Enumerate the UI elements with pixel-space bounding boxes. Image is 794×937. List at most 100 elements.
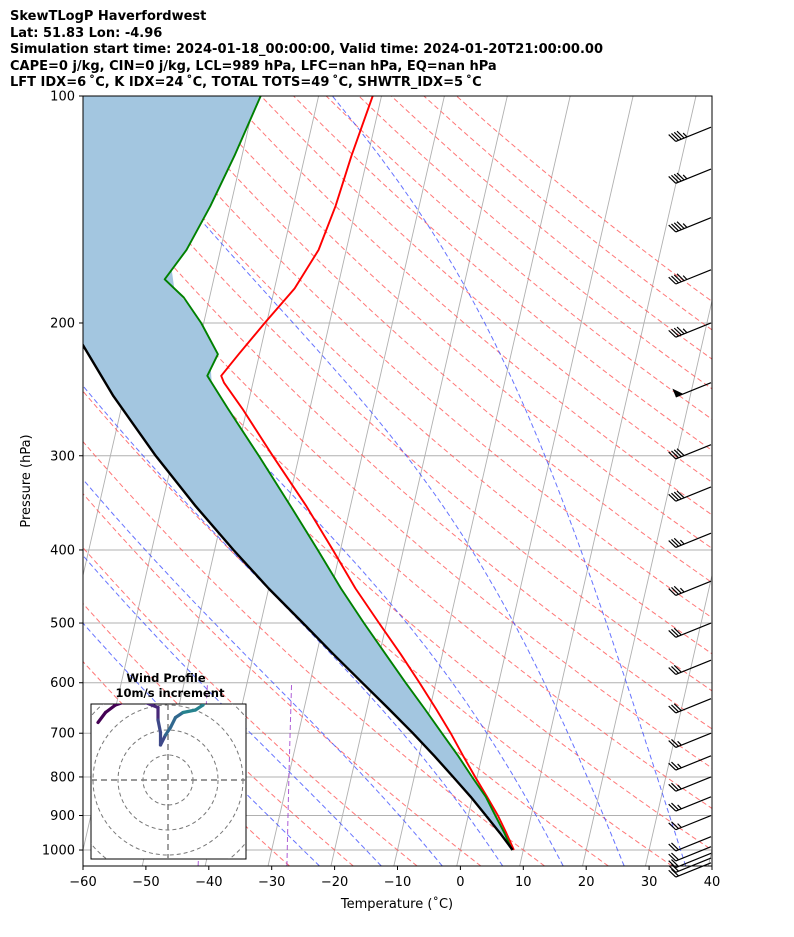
barb-staff	[675, 857, 712, 873]
barb-flag	[671, 275, 679, 284]
moist-adiabat	[98, 96, 625, 866]
barb-flag	[668, 540, 677, 548]
temperature-line	[220, 96, 515, 851]
barb-flag	[676, 130, 685, 139]
y-tick-label: 700	[50, 727, 75, 742]
isotherm-line	[707, 848, 712, 866]
barb-flag	[671, 802, 679, 811]
barb-flag	[671, 665, 679, 674]
simulation-times: Simulation start time: 2024-01-18_00:00:…	[10, 42, 603, 57]
barb-staff	[675, 814, 712, 831]
barb-flag	[668, 705, 677, 714]
barb-flag	[673, 274, 682, 283]
barb-flag	[668, 451, 677, 460]
barb-half-flag	[677, 804, 682, 810]
dry-adiabat	[83, 660, 290, 866]
wind-barb	[668, 532, 712, 548]
wind-profile-inset: Wind Profile 10m/s increment	[90, 671, 247, 860]
barb-half-flag	[679, 539, 685, 545]
barb-flag	[668, 783, 677, 792]
station-location: Lat: 51.83 Lon: -4.96	[10, 25, 163, 41]
isotherm-line	[582, 298, 712, 866]
hodograph-segment	[103, 704, 118, 715]
wind-barbs	[668, 126, 712, 878]
isotherm-line	[330, 96, 508, 866]
barb-half-flag	[682, 132, 688, 138]
wind-barb	[668, 862, 712, 878]
barb-flag	[673, 627, 682, 636]
hodograph-segment	[96, 710, 108, 725]
barb-staff	[675, 217, 712, 233]
isotherm-line	[456, 96, 634, 866]
barb-staff	[675, 755, 712, 771]
barb-staff	[675, 269, 712, 285]
dry-adiabat	[83, 117, 712, 692]
hodograph-segment	[158, 733, 168, 747]
wind-barb	[668, 622, 712, 638]
wind-barb	[668, 217, 712, 233]
moist-adiabat	[83, 385, 504, 866]
barb-flag	[671, 842, 679, 851]
isotherm-line	[645, 573, 712, 866]
barb-flag	[673, 585, 682, 594]
wind-barb	[668, 126, 712, 143]
y-tick-label: 400	[50, 543, 75, 558]
barb-staff	[675, 732, 712, 749]
barb-staff	[675, 776, 712, 792]
barb-staff	[675, 659, 712, 675]
barb-staff	[675, 862, 712, 878]
hodograph-segment	[181, 708, 198, 715]
barb-pennant	[672, 388, 684, 397]
barb-staff	[675, 846, 712, 862]
hodograph-segment	[113, 704, 124, 707]
dry-adiabat	[162, 96, 712, 584]
barb-flag	[668, 224, 677, 233]
y-tick-label: 900	[50, 809, 75, 824]
barb-staff	[675, 126, 712, 143]
isotherm-line	[519, 96, 697, 866]
barb-half-flag	[677, 740, 682, 746]
dewpoint-line	[163, 96, 513, 851]
barb-flag	[668, 493, 677, 502]
isotherm-line	[0, 96, 4, 866]
barb-half-flag	[682, 328, 688, 334]
barb-flag	[671, 223, 679, 232]
barb-flag	[668, 762, 677, 771]
barb-flag	[668, 329, 677, 338]
x-tick-label: −40	[195, 875, 222, 890]
dry-adiabat	[195, 96, 712, 549]
wind-barb	[668, 580, 712, 596]
dry-adiabat	[358, 96, 712, 390]
x-tick-label: 20	[578, 875, 595, 890]
mixing-ratio-line	[286, 682, 293, 866]
wind-barb	[668, 814, 712, 831]
wind-barb	[668, 698, 712, 714]
barb-flag	[673, 131, 682, 140]
barb-flag	[671, 852, 679, 861]
x-axis-label: Temperature (˚C)	[340, 896, 453, 912]
barb-flag	[673, 327, 682, 336]
y-tick-label: 1000	[42, 844, 75, 859]
barb-flag	[673, 537, 682, 546]
stability-indices: LFT IDX=6 ˚C, K IDX=24 ˚C, TOTAL TOTS=49…	[10, 75, 482, 90]
inset-title: Wind Profile	[126, 671, 206, 685]
barb-flag	[668, 629, 677, 638]
parcel-line	[83, 342, 514, 851]
moist-adiabat	[83, 622, 320, 866]
station-title: SkewTLogP Haverfordwest	[10, 9, 207, 24]
barb-staff	[675, 622, 712, 638]
barb-flag	[671, 859, 679, 867]
barb-flag	[668, 740, 677, 748]
y-tick-label: 300	[50, 449, 75, 464]
barb-flag	[676, 273, 685, 282]
wind-barb	[668, 659, 712, 675]
barb-flag	[668, 869, 677, 878]
barb-flag	[673, 664, 682, 673]
barb-flag	[668, 667, 677, 675]
chart-header: SkewTLogP Haverfordwest Lat: 51.83 Lon: …	[10, 9, 603, 92]
wind-barb	[668, 796, 712, 812]
barb-flag	[673, 491, 682, 500]
barb-flag	[668, 176, 677, 184]
isotherm-line	[771, 96, 794, 866]
x-tick-label: −60	[69, 875, 96, 890]
